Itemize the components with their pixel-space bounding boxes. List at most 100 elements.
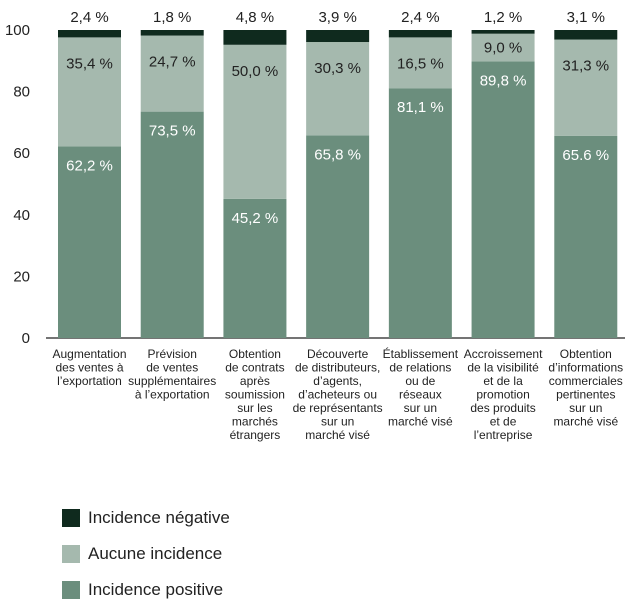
bar-segment (471, 33, 535, 62)
data-label: 81,1 % (397, 99, 444, 116)
category-label-line: Accroissement (464, 347, 543, 361)
category-label: Obtention de contrats après soumission sur l… (225, 347, 285, 442)
bar-segment (554, 30, 618, 40)
category-label-line: après (240, 374, 270, 388)
category-label-line: d’informations (548, 361, 623, 375)
bar-segment (306, 30, 370, 43)
category-label-line: sur un (321, 415, 354, 429)
data-label: 3,1 % (567, 9, 605, 26)
data-label: 89,8 % (480, 72, 527, 89)
category-label-line: de contrats (225, 361, 284, 375)
category-label-line: d’agents, (313, 374, 362, 388)
category-label-line: de représentants (293, 401, 383, 415)
legend-swatch (62, 509, 80, 527)
data-label: 2,4 % (401, 9, 439, 26)
category-label-line: étrangers (230, 428, 281, 442)
bar-segment (306, 42, 370, 136)
data-label: 1,2 % (484, 9, 522, 26)
legend: Incidence négative Aucune incidence Inci… (62, 500, 230, 608)
category-label-line: sur un (404, 401, 437, 415)
bar-segment (554, 135, 618, 338)
category-label-line: et de la (483, 374, 523, 388)
category-label-line: à l’exportation (135, 388, 210, 402)
legend-swatch (62, 545, 80, 563)
category-label-line: promotion (476, 388, 529, 402)
category-label: Prévision de ventes supplémentaires à l’exp… (128, 347, 216, 402)
bars (58, 30, 618, 339)
stacked-bar-chart: 0 20 40 60 80 100 62,2 % 35,4 % 73,5 % 24,7 % 45,… (5, 9, 625, 442)
y-tick-label: 0 (22, 330, 30, 347)
bar-segment (306, 135, 370, 338)
bar-segment (58, 146, 121, 338)
data-label: 35,4 % (66, 55, 113, 72)
data-label: 65.6 % (562, 147, 609, 164)
legend-swatch (62, 581, 80, 599)
y-tick-label: 100 (5, 22, 30, 39)
category-label-line: marchés (232, 415, 278, 429)
bar-segment (388, 30, 452, 38)
bar-segment (223, 198, 287, 338)
category-label-line: marché visé (388, 415, 453, 429)
category-label-line: de distributeurs, (295, 361, 380, 375)
category-label-line: pertinentes (556, 388, 615, 402)
data-label: 62,2 % (66, 157, 113, 174)
category-label-line: supplémentaires (128, 374, 216, 388)
data-label: 30,3 % (314, 60, 361, 77)
data-label: 65,8 % (314, 146, 361, 163)
category-label-line: l’entreprise (474, 428, 533, 442)
bar-segment (140, 111, 204, 339)
category-label-line: commerciales (549, 374, 623, 388)
category-label-line: sur les (237, 401, 272, 415)
category-label: Établissement de relations ou de réseaux sur… (383, 346, 459, 429)
data-label: 24,7 % (149, 54, 196, 71)
bar-segment (223, 30, 287, 45)
category-label-line: de relations (389, 361, 451, 375)
category-label-line: Obtention (229, 347, 281, 361)
category-label-line: soumission (225, 388, 285, 402)
category-label-line: d’acheteurs ou (298, 388, 377, 402)
bar-segment (58, 37, 121, 147)
category-label: Augmentation des ventes à l’exportation (52, 347, 126, 388)
bar-segment (58, 30, 121, 38)
top-labels: 2,4 % 1,8 % 4,8 % 3,9 % 2,4 % 1,2 % 3,1 % (70, 9, 605, 26)
category-label-line: l’exportation (57, 374, 122, 388)
bar-segment (388, 37, 452, 89)
data-label: 3,9 % (318, 9, 356, 26)
category-label-line: sur un (569, 401, 602, 415)
bar-segment (140, 35, 204, 112)
category-label-line: Obtention (560, 347, 612, 361)
bar-segment (471, 30, 535, 34)
category-label-line: ou de (405, 374, 435, 388)
legend-item-positive: Incidence positive (62, 572, 230, 608)
category-label-line: Prévision (148, 347, 197, 361)
category-label-line: Découverte (307, 347, 369, 361)
bar-segment (388, 88, 452, 338)
legend-item-negative: Incidence négative (62, 500, 230, 536)
bar-segment (140, 30, 204, 36)
y-tick-label: 40 (13, 207, 30, 224)
legend-label: Incidence négative (88, 508, 230, 527)
category-label-line: des ventes à (55, 361, 123, 375)
data-label: 16,5 % (397, 55, 444, 72)
data-label: 2,4 % (70, 9, 108, 26)
data-label: 45,2 % (232, 210, 279, 227)
category-label-line: des produits (470, 401, 535, 415)
data-label: 31,3 % (562, 58, 609, 75)
category-label-line: marché visé (305, 428, 370, 442)
y-tick-label: 80 (13, 84, 30, 101)
category-label-line: de ventes (146, 361, 198, 375)
legend-item-none: Aucune incidence (62, 536, 230, 572)
data-label: 73,5 % (149, 123, 196, 140)
category-label: Obtention d’informations commerciales perti… (548, 347, 623, 429)
bar-segment (471, 61, 535, 338)
data-label: 50,0 % (232, 63, 279, 80)
category-label-line: Augmentation (52, 347, 126, 361)
bar-segment (223, 44, 287, 199)
bar-segment (554, 39, 618, 136)
category-label: Accroissement de la visibilité et de la pro… (464, 347, 543, 442)
data-label: 4,8 % (236, 9, 274, 26)
category-label-line: marché visé (553, 415, 618, 429)
legend-label: Incidence positive (88, 580, 224, 599)
category-label-line: Établissement (383, 346, 459, 361)
category-label: Découverte de distributeurs, d’agents, d’ac… (293, 347, 383, 442)
